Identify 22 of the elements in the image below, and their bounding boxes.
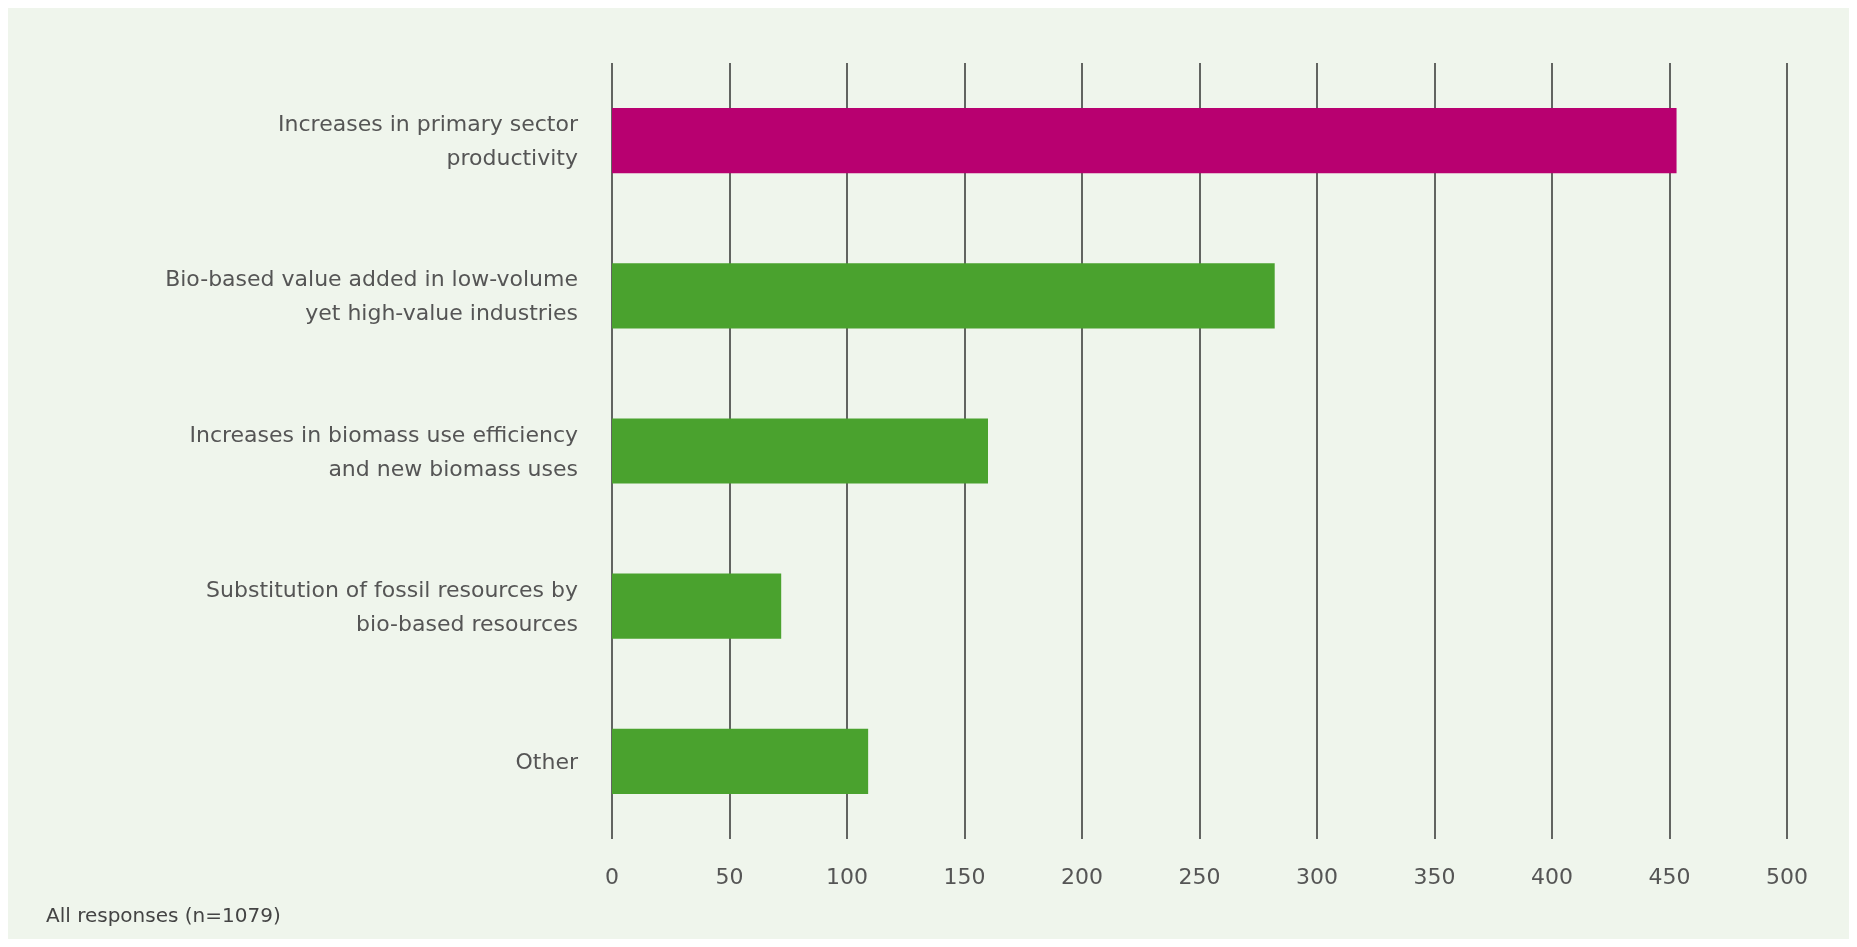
x-tick-label: 500: [1766, 863, 1808, 889]
y-tick-label: Other: [515, 748, 579, 774]
bar: [612, 728, 869, 794]
x-tick-label: 450: [1648, 863, 1691, 889]
bar: [612, 108, 1677, 174]
x-tick-label: 350: [1413, 863, 1456, 889]
bar: [612, 573, 782, 639]
x-tick-label: 0: [605, 863, 619, 889]
y-tick-label: Increases in biomass use efficiency and new biomass uses: [189, 421, 578, 481]
x-tick-label: 250: [1178, 863, 1221, 889]
y-tick-label: Increases in primary sector productivity: [278, 111, 579, 171]
y-tick-label: Substitution of fossil resources by bio-based resources: [206, 576, 578, 636]
bar: [612, 418, 988, 484]
bar: [612, 263, 1275, 329]
x-tick-label: 400: [1531, 863, 1573, 889]
x-tick-label: 50: [715, 863, 744, 889]
x-tick-label: 100: [826, 863, 868, 889]
x-tick-label: 150: [943, 863, 986, 889]
x-tick-label: 300: [1296, 863, 1338, 889]
text: All responses (n=1079): [46, 903, 281, 927]
y-tick-label: Bio-based value added in low-volume yet high-value industries: [165, 266, 578, 326]
x-tick-label: 200: [1061, 863, 1103, 889]
